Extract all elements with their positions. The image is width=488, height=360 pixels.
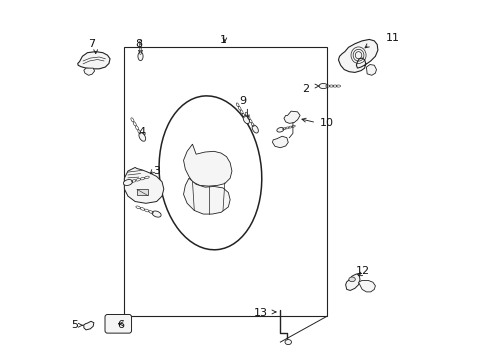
Ellipse shape <box>348 277 355 282</box>
Polygon shape <box>272 136 287 148</box>
Text: 10: 10 <box>319 118 333 128</box>
Text: 11: 11 <box>386 33 399 43</box>
Text: 13: 13 <box>253 308 267 318</box>
Ellipse shape <box>319 84 327 89</box>
Text: 6: 6 <box>117 320 124 330</box>
Ellipse shape <box>285 339 291 345</box>
Polygon shape <box>183 144 231 186</box>
Ellipse shape <box>252 125 258 133</box>
Text: 3: 3 <box>153 166 160 176</box>
Ellipse shape <box>243 116 249 124</box>
Polygon shape <box>183 178 230 214</box>
Ellipse shape <box>152 211 161 217</box>
Polygon shape <box>83 321 94 330</box>
Text: 7: 7 <box>88 39 96 49</box>
Text: 8: 8 <box>135 39 142 49</box>
Polygon shape <box>124 167 163 203</box>
Polygon shape <box>137 189 147 195</box>
Polygon shape <box>358 280 375 292</box>
Text: 5: 5 <box>71 320 78 330</box>
Text: 4: 4 <box>139 127 145 136</box>
Polygon shape <box>83 68 94 75</box>
FancyBboxPatch shape <box>105 315 131 333</box>
Polygon shape <box>338 40 377 72</box>
Bar <box>124 47 326 316</box>
Text: 2: 2 <box>301 84 308 94</box>
Text: 1: 1 <box>219 35 226 45</box>
Polygon shape <box>78 51 110 69</box>
Ellipse shape <box>276 127 284 132</box>
Ellipse shape <box>123 180 132 185</box>
Ellipse shape <box>139 133 145 141</box>
Ellipse shape <box>138 52 143 60</box>
Text: 12: 12 <box>355 266 369 276</box>
Polygon shape <box>366 64 376 75</box>
Text: 9: 9 <box>239 96 246 106</box>
Polygon shape <box>284 111 300 123</box>
Polygon shape <box>345 274 359 291</box>
